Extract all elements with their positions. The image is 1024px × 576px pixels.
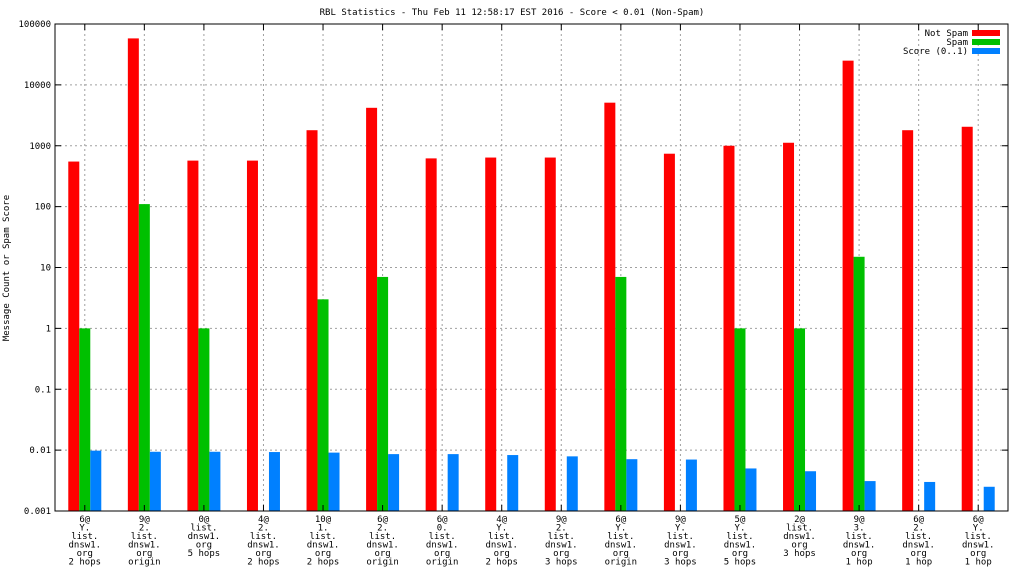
y-axis-label: Message Count or Spam Score (2, 195, 12, 341)
bar-spam (377, 276, 389, 511)
y-tick-label: 100000 (18, 20, 51, 30)
bar-not-spam (842, 60, 854, 512)
legend-swatch (972, 39, 1000, 45)
bar-not-spam (366, 107, 378, 512)
bar-score-0-1 (745, 468, 757, 511)
bar-not-spam (187, 160, 199, 511)
bar-score-0-1 (566, 456, 578, 511)
bar-spam (198, 328, 210, 511)
x-tick-label: 6@ Y. list. dnsw1. org 2 hops (69, 515, 102, 568)
x-tick-label: 0@ list. dnsw1. org 5 hops (188, 515, 221, 559)
bar-spam (317, 299, 329, 511)
y-tick-labels: 0.001 0.01 0.1 1 10 100 1000 10000 100000 (18, 20, 51, 517)
x-tick-label: 9@ 2. list. dnsw1. org 3 hops (545, 515, 578, 568)
bar-score-0-1 (685, 459, 697, 511)
bar-score-0-1 (983, 486, 995, 511)
y-tick-label: 10000 (24, 81, 51, 91)
bar-score-0-1 (328, 452, 340, 511)
bar-not-spam (961, 126, 973, 512)
bar-not-spam (127, 38, 139, 512)
bar-score-0-1 (209, 451, 221, 511)
legend-swatch (972, 48, 1000, 54)
x-tick-label: 6@ 2. list. dnsw1. org 1 hop (902, 515, 935, 568)
y-tick-label: 1000 (29, 142, 51, 152)
bar-score-0-1 (805, 471, 817, 511)
bar-spam (79, 328, 91, 511)
bar-score-0-1 (864, 481, 876, 511)
bar-spam (734, 328, 746, 511)
y-tick-label: 0.1 (35, 385, 51, 395)
x-tick-label: 6@ Y. list. dnsw1. org 1 hop (962, 515, 995, 568)
y-tick-label: 100 (35, 203, 51, 213)
bar-not-spam (246, 160, 258, 511)
bar-spam (794, 328, 806, 511)
bar-not-spam (306, 130, 318, 512)
bar-score-0-1 (924, 481, 936, 511)
bar-score-0-1 (268, 452, 280, 511)
legend-label: Spam (946, 38, 968, 48)
legend-label: Score (0..1) (903, 47, 968, 57)
bar-score-0-1 (626, 459, 638, 511)
bar-not-spam (485, 157, 497, 511)
bar-score-0-1 (388, 454, 400, 511)
y-tick-label: 0.01 (29, 446, 51, 456)
y-tick-label: 10 (40, 264, 51, 274)
x-tick-label: 9@ 3. list. dnsw1. org 1 hop (843, 515, 876, 568)
bar-not-spam (902, 130, 914, 512)
legend-swatch (972, 30, 1000, 36)
x-tick-label: 2@ list. dnsw1. org 3 hops (783, 515, 816, 559)
bar-not-spam (425, 158, 437, 511)
plot-frame (54, 23, 1009, 512)
x-tick-labels: 6@ Y. list. dnsw1. org 2 hops 9@ 2. list. dnsw1. o… (69, 515, 995, 568)
x-tick-label: 6@ 0. list. dnsw1. org origin (426, 515, 459, 568)
x-tick-label: 9@ Y. list. dnsw1. org 3 hops (664, 515, 697, 568)
bar-spam (138, 204, 150, 511)
y-tick-label: 1 (46, 324, 51, 334)
x-tick-label: 10@ 1. list. dnsw1. org 2 hops (307, 515, 340, 568)
bar-not-spam (663, 153, 675, 512)
bar-score-0-1 (507, 455, 519, 511)
bar-not-spam (723, 145, 735, 511)
bar-spam (853, 256, 865, 511)
x-tick-label: 4@ 2. list. dnsw1. org 2 hops (247, 515, 280, 568)
plot-border (54, 23, 1009, 512)
legend-label: Not Spam (925, 29, 968, 39)
x-tick-label: 4@ Y. list. dnsw1. org 2 hops (485, 515, 518, 568)
bar-spam (615, 276, 627, 511)
x-tick-label: 6@ Y. list. dnsw1. org origin (605, 515, 638, 568)
bar-not-spam (604, 102, 616, 511)
bar-not-spam (783, 142, 795, 511)
x-tick-label: 6@ 2. list. dnsw1. org origin (366, 515, 399, 568)
bar-score-0-1 (447, 454, 459, 511)
bar-not-spam (544, 157, 556, 511)
bar-score-0-1 (90, 450, 102, 511)
bars (68, 38, 995, 512)
x-tick-label: 9@ 2. list. dnsw1. org origin (128, 515, 161, 568)
chart-title: RBL Statistics - Thu Feb 11 12:58:17 EST… (320, 8, 705, 18)
bar-score-0-1 (149, 451, 161, 511)
y-tick-label: 0.001 (24, 507, 51, 517)
bar-not-spam (68, 161, 80, 511)
x-tick-label: 5@ Y. list. dnsw1. org 5 hops (724, 515, 757, 568)
